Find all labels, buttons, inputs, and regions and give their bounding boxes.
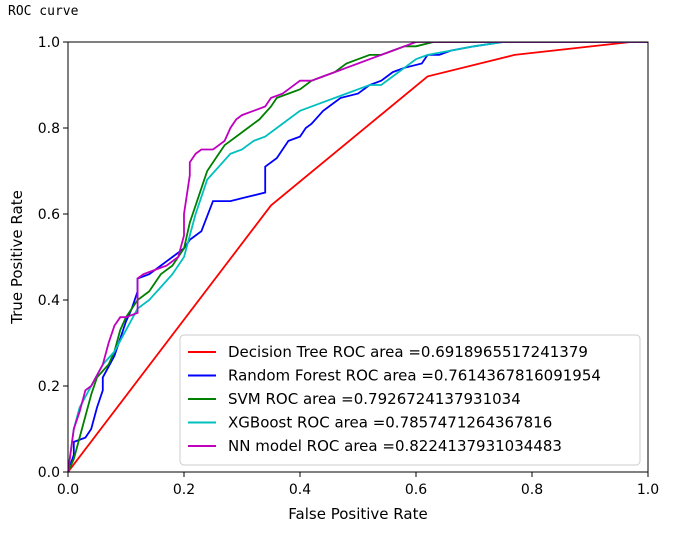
legend-entry-4: NN model ROC area =0.8224137931034483	[228, 437, 562, 455]
legend-entry-0: Decision Tree ROC area =0.69189655172413…	[228, 343, 588, 361]
y-axis-label: True Positive Rate	[8, 190, 26, 325]
y-tick-label: 0.0	[38, 465, 60, 481]
cell-output-text: ROC curve	[8, 4, 79, 19]
axes-frame	[67, 41, 649, 473]
series-line-0	[68, 42, 648, 472]
legend: Decision Tree ROC area =0.69189655172413…	[179, 334, 641, 466]
y-tick-label: 1.0	[38, 35, 60, 51]
x-tick-label: 0.0	[57, 482, 79, 498]
x-tick-label: 1.0	[637, 482, 659, 498]
x-tick-label: 0.2	[173, 482, 195, 498]
series-line-4	[68, 42, 648, 472]
y-tick-label: 0.4	[38, 293, 60, 309]
x-tick-label: 0.6	[405, 482, 427, 498]
y-tick-label: 0.6	[38, 207, 60, 223]
series-line-3	[68, 42, 648, 472]
y-tick-label: 0.8	[38, 121, 60, 137]
legend-box	[179, 334, 641, 466]
legend-entry-3: XGBoost ROC area =0.7857471264367816	[228, 414, 552, 432]
legend-entry-2: SVM ROC area =0.7926724137931034	[228, 390, 521, 408]
legend-entry-1: Random Forest ROC area =0.76143678160919…	[228, 367, 601, 385]
x-axis-label: False Positive Rate	[288, 505, 427, 523]
x-tick-label: 0.8	[521, 482, 543, 498]
x-tick-label: 0.4	[289, 482, 311, 498]
y-tick-label: 0.2	[38, 379, 60, 395]
plot-area: 0.0 0.2 0.4 0.6 0.8 1.0 0.0 0.2 0.4 0.6 0.8 1.0	[38, 35, 659, 498]
